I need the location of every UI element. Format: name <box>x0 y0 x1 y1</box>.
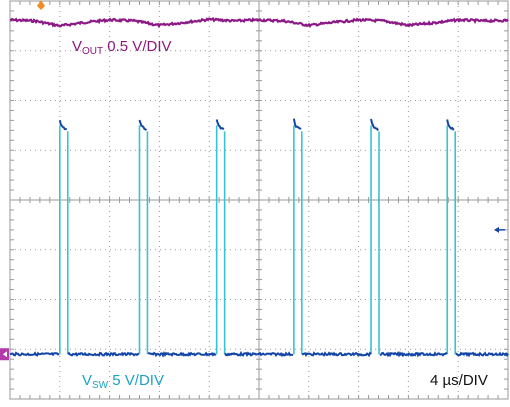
timebase-label: 4 µs/DIV <box>430 372 488 389</box>
vsw-scale: 5 V/DIV <box>108 372 164 389</box>
vsw-pulse-top <box>215 119 225 131</box>
trigger-marker-icon <box>37 0 45 10</box>
vout-channel-label: VOUT 0.5 V/DIV <box>72 38 172 57</box>
vsw-edges <box>58 125 457 355</box>
vsw-pulse-top <box>370 118 379 131</box>
vsw-channel-label: VSW 5 V/DIV <box>82 372 164 391</box>
vsw-prefix: V <box>82 372 93 389</box>
vsw-low-segment <box>9 351 60 357</box>
vsw-pulse-top <box>292 118 302 130</box>
vsw-low-segment <box>148 350 217 358</box>
vsw-pulse-top <box>138 119 148 131</box>
vsw-low-segment <box>301 351 372 358</box>
vsw-pulse-top <box>58 119 67 131</box>
traces <box>9 17 509 358</box>
vsw-low-segment <box>455 351 509 358</box>
vsw-subscript: SW <box>92 380 109 391</box>
vsw-low-segment <box>224 350 294 358</box>
vsw-low-segment <box>67 351 140 357</box>
vout-scale: 0.5 V/DIV <box>103 38 172 55</box>
vout-prefix: V <box>72 38 83 55</box>
channel-marker-arrow <box>3 351 7 358</box>
vsw-pulse-top <box>446 119 455 131</box>
reference-arrow-icon <box>494 226 499 233</box>
vsw-low-segment <box>379 351 448 358</box>
markers <box>0 0 505 361</box>
vout-subscript: OUT <box>82 46 104 57</box>
vout-trace <box>9 17 509 29</box>
grid <box>9 0 509 400</box>
